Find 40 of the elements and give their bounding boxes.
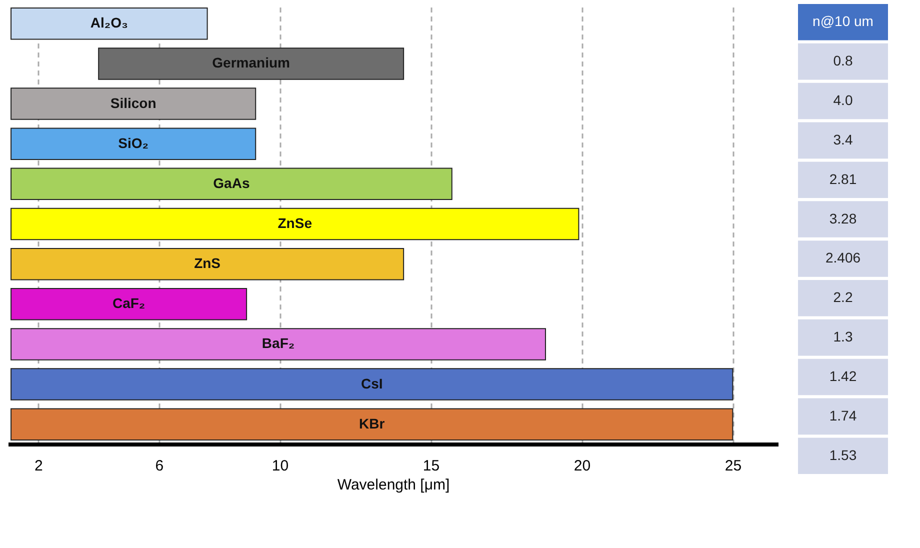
text: 1.3 <box>833 328 853 345</box>
text: 3.4 <box>833 131 853 148</box>
text: 2.406 <box>825 250 861 266</box>
category-label: ZnS <box>194 255 221 272</box>
x-axis-title: Wavelength [μm] <box>337 476 450 494</box>
x-tick-label: 6 <box>155 458 164 474</box>
category-label: CaF₂ <box>112 295 146 312</box>
category-label: BaF₂ <box>262 335 295 352</box>
text: 3.28 <box>829 210 857 226</box>
text: 1.74 <box>829 407 857 424</box>
bar <box>10 8 208 40</box>
x-tick-label: 10 <box>272 458 289 474</box>
text: 4.0 <box>833 92 853 108</box>
text: 2.81 <box>829 170 857 187</box>
bar <box>10 328 546 360</box>
category-label: SiO₂ <box>118 134 148 151</box>
category-label: GaAs <box>213 174 250 191</box>
bar <box>10 368 734 400</box>
category-label: Germanium <box>212 54 290 71</box>
bar <box>10 128 256 160</box>
bar <box>98 48 404 80</box>
x-tick-label: 25 <box>724 458 742 474</box>
category-label: ZnSe <box>278 215 312 231</box>
category-label: Al₂O₃ <box>90 14 128 31</box>
category-label: KBr <box>359 415 385 432</box>
x-tick-label: 2 <box>34 458 43 474</box>
bar <box>10 208 580 240</box>
text: 1.42 <box>829 368 857 384</box>
category-label: CsI <box>360 375 383 392</box>
text: 2.2 <box>833 289 853 306</box>
bar <box>10 408 734 440</box>
text: n@10 um <box>812 13 874 30</box>
x-tick-label: 15 <box>422 458 440 474</box>
text: 0.8 <box>833 52 853 69</box>
category-label: Silicon <box>110 94 156 111</box>
bar <box>10 168 452 200</box>
x-tick-label: 20 <box>574 458 591 474</box>
bar <box>10 288 248 320</box>
bar <box>10 248 404 280</box>
text: 1.53 <box>829 446 857 463</box>
